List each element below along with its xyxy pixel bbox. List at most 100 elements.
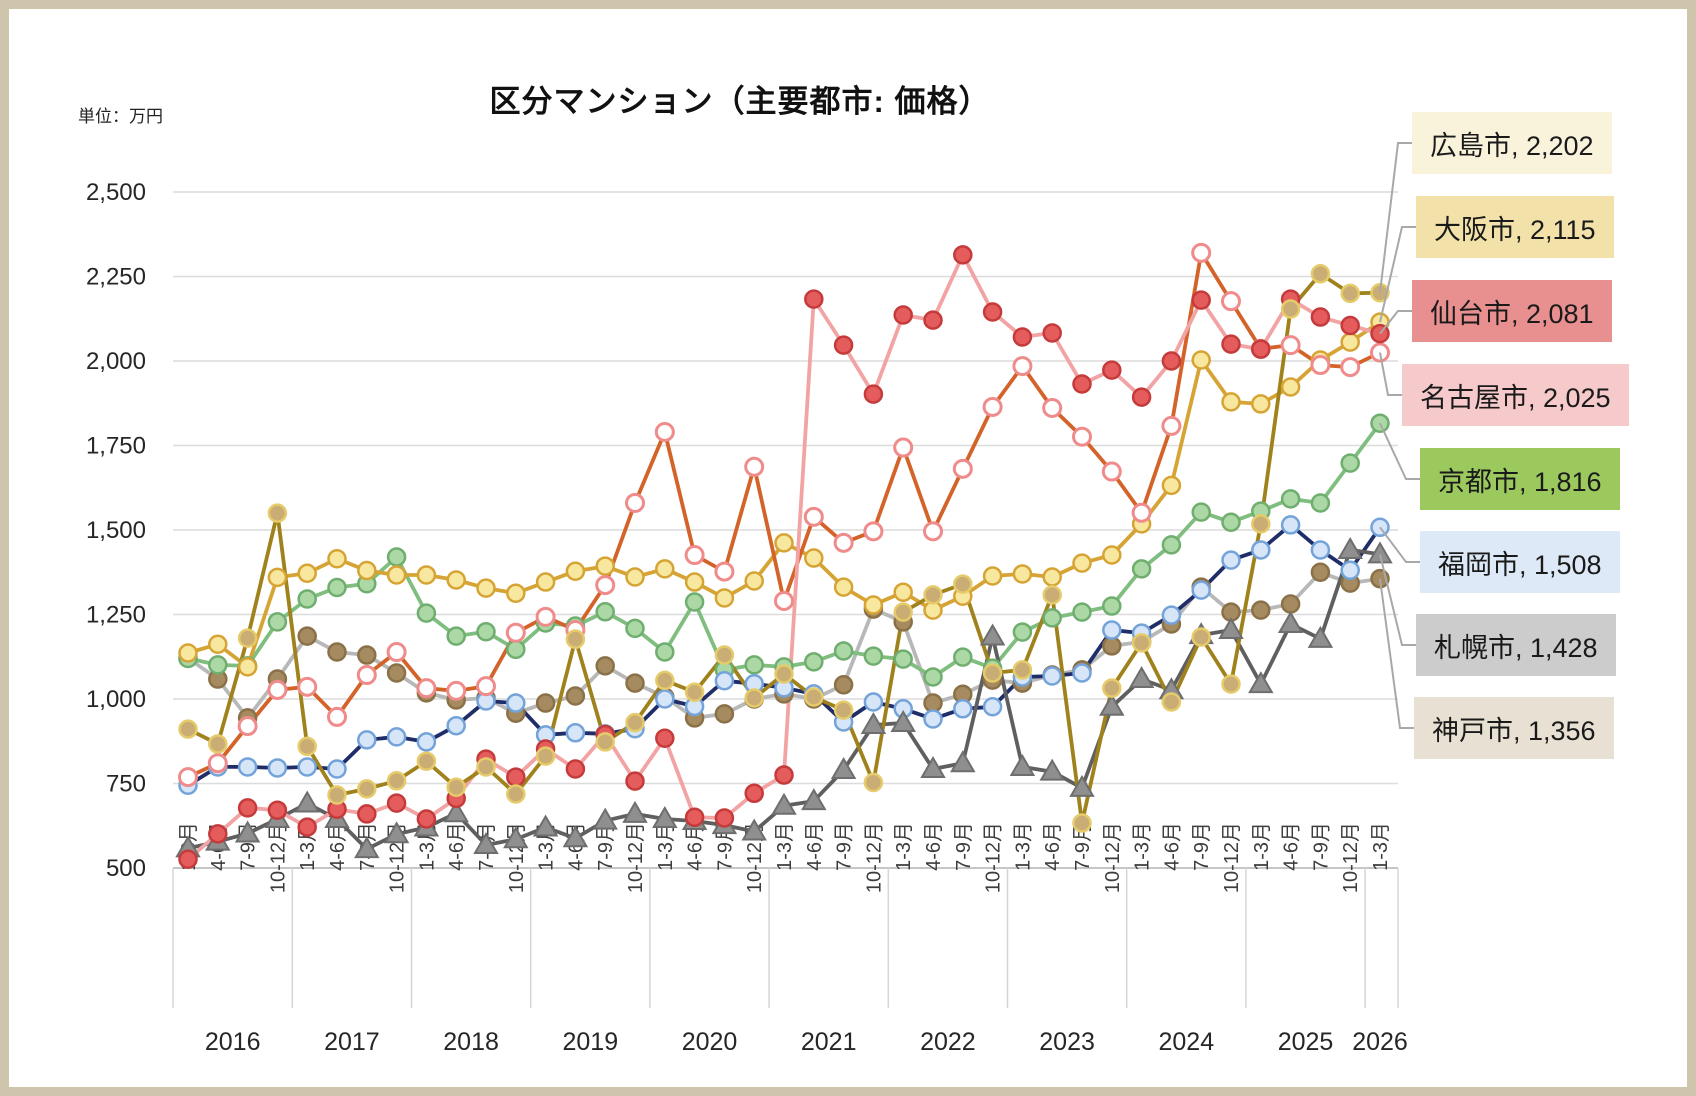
data-point-hiroshima: [804, 687, 824, 707]
data-point-hiroshima: [267, 503, 288, 523]
data-point-nagoya: [684, 545, 705, 566]
x-axis-quarter-label: 4-6月: [446, 822, 468, 871]
data-point-fukuoka: [1191, 580, 1211, 600]
data-point-kobe: [357, 645, 377, 665]
x-axis-year-label: 2026: [1352, 1028, 1408, 1056]
x-axis-quarter-label: 4-6月: [327, 822, 349, 871]
data-point-hiroshima: [863, 772, 884, 793]
legend-callout-line-sendai: [1379, 310, 1416, 335]
data-point-nagoya: [356, 665, 377, 686]
data-point-nagoya: [1310, 355, 1331, 376]
data-point-nagoya: [833, 532, 854, 553]
data-point-sapporo: [473, 832, 499, 855]
legend-callout-line-kobe: [1379, 578, 1418, 729]
data-point-sendai: [953, 245, 973, 265]
x-axis-year-label: 2020: [682, 1028, 738, 1056]
data-point-sendai: [267, 800, 288, 820]
data-point-fukuoka: [1042, 666, 1062, 686]
x-axis-quarter-label: 4-6月: [685, 822, 707, 871]
data-point-sapporo: [383, 821, 410, 844]
data-point-kyoto: [1042, 608, 1062, 628]
data-point-kyoto: [655, 642, 675, 662]
x-axis-year-label: 2025: [1278, 1028, 1334, 1056]
data-point-nagoya: [803, 506, 824, 527]
data-point-osaka: [1042, 567, 1062, 587]
data-point-sapporo: [890, 710, 916, 732]
legend-callout-line-osaka: [1379, 226, 1420, 323]
data-point-sapporo: [1307, 625, 1334, 648]
data-point-kobe: [386, 663, 407, 683]
x-axis-quarter-label: 1-3月: [893, 822, 915, 871]
y-axis-tick-label: 1,750: [86, 433, 146, 460]
data-point-osaka: [297, 563, 317, 584]
data-point-sendai: [625, 771, 645, 791]
data-point-kyoto: [625, 618, 645, 639]
data-point-sapporo: [443, 800, 469, 823]
data-point-hiroshima: [1251, 514, 1271, 534]
data-point-kyoto: [1102, 596, 1122, 616]
data-point-sendai: [893, 305, 913, 325]
data-point-nagoya: [982, 396, 1003, 417]
data-point-sapporo: [1099, 693, 1125, 716]
data-point-nagoya: [327, 706, 347, 727]
data-point-kyoto: [1191, 502, 1211, 522]
data-point-kyoto: [684, 592, 705, 612]
data-point-sapporo: [234, 820, 261, 843]
x-axis-quarter-label: 7-9月: [953, 822, 975, 871]
data-point-sapporo: [801, 788, 827, 811]
data-point-nagoya: [1280, 335, 1301, 356]
data-point-kyoto: [267, 612, 288, 632]
legend-item-kyoto: 京都市, 1,816: [1420, 448, 1620, 510]
data-point-osaka: [982, 566, 1003, 586]
data-point-hiroshima: [744, 688, 764, 708]
data-point-fukuoka: [1280, 515, 1301, 535]
data-point-fukuoka: [863, 692, 884, 712]
data-point-sendai: [1310, 307, 1331, 327]
data-point-sapporo: [1009, 753, 1036, 776]
data-point-fukuoka: [1251, 540, 1271, 560]
data-point-kyoto: [386, 547, 407, 567]
data-point-hiroshima: [595, 732, 615, 752]
data-point-hiroshima: [833, 700, 854, 720]
data-point-nagoya: [535, 606, 556, 627]
x-axis-quarter-label: 4-6月: [923, 822, 945, 871]
data-point-kobe: [714, 704, 735, 724]
data-point-osaka: [714, 588, 735, 608]
data-point-kyoto: [327, 577, 347, 598]
data-point-hiroshima: [1370, 282, 1390, 303]
data-point-kobe: [327, 642, 347, 662]
data-point-hiroshima: [297, 736, 317, 757]
data-point-sendai: [1042, 323, 1062, 343]
data-point-fukuoka: [386, 727, 407, 747]
data-point-hiroshima: [982, 663, 1003, 683]
data-point-sapporo: [1218, 617, 1244, 640]
data-point-nagoya: [446, 680, 467, 701]
data-point-sapporo: [1069, 774, 1095, 797]
x-axis-year-label: 2017: [324, 1028, 380, 1056]
x-axis-quarter-label: 4-6月: [1042, 822, 1064, 871]
x-axis-year-label: 2016: [205, 1028, 261, 1056]
data-point-hiroshima: [923, 585, 943, 605]
data-point-sendai: [982, 302, 1003, 322]
data-point-fukuoka: [1310, 540, 1331, 560]
data-point-kyoto: [1221, 512, 1241, 532]
data-point-osaka: [386, 565, 407, 585]
data-point-osaka: [1161, 475, 1182, 496]
x-axis-year-label: 2023: [1039, 1028, 1095, 1056]
data-point-nagoya: [863, 521, 884, 542]
data-point-hiroshima: [208, 734, 228, 754]
data-point-sendai: [1131, 387, 1152, 407]
data-point-osaka: [208, 634, 228, 654]
data-point-hiroshima: [565, 629, 586, 649]
x-axis-quarter-label: 10-12月: [267, 822, 289, 893]
data-point-osaka: [565, 561, 586, 581]
data-point-nagoya: [505, 622, 526, 643]
x-axis-quarter-label: 7-9月: [1310, 822, 1332, 871]
data-point-fukuoka: [267, 758, 288, 778]
y-axis-tick-label: 750: [106, 771, 146, 798]
data-point-kyoto: [1340, 453, 1360, 473]
data-point-kyoto: [1280, 489, 1301, 509]
x-axis-quarter-label: 7-9月: [1072, 822, 1094, 871]
data-point-kyoto: [1310, 493, 1331, 513]
x-axis-quarter-label: 1-3月: [1251, 822, 1273, 871]
